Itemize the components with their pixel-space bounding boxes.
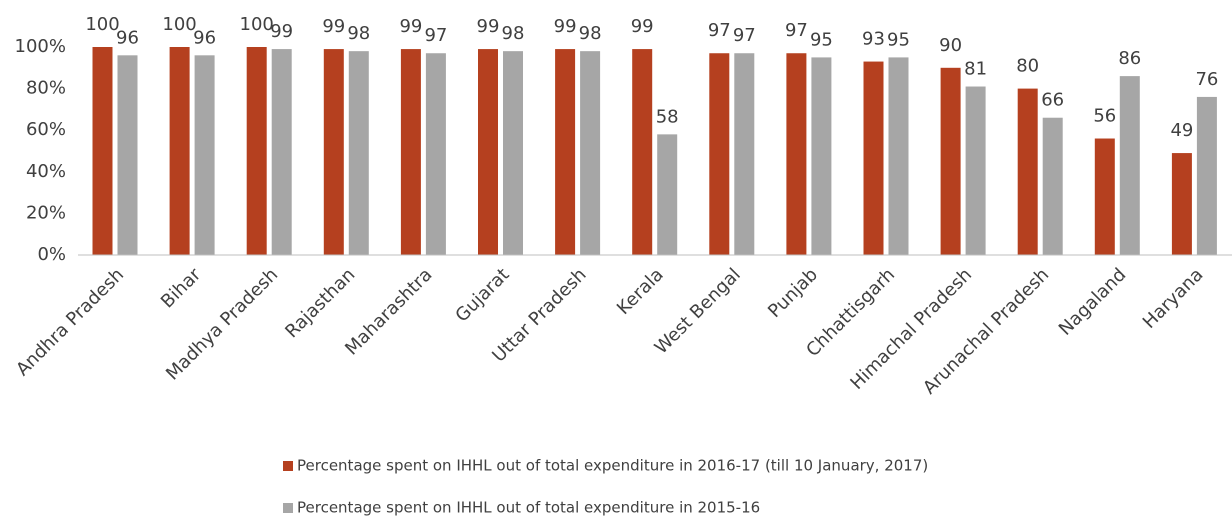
data-label: 97 (708, 20, 731, 41)
data-label: 97 (424, 25, 447, 46)
bar (888, 57, 909, 256)
data-label: 93 (862, 29, 885, 50)
data-label: 95 (810, 29, 833, 50)
data-label: 97 (785, 20, 808, 41)
legend-swatch (283, 503, 293, 513)
x-tick-label: Arunachal Pradesh (919, 264, 1053, 398)
bar (811, 57, 832, 256)
bar (478, 49, 498, 255)
data-label: 80 (1016, 56, 1039, 77)
bar (1017, 88, 1038, 255)
bar (1196, 96, 1217, 255)
data-label: 99 (270, 21, 293, 42)
data-label: 86 (1118, 48, 1141, 69)
bar (863, 61, 884, 256)
data-label: 99 (554, 16, 577, 37)
bar (323, 49, 344, 255)
bar (92, 47, 113, 255)
y-tick-label: 20% (26, 202, 66, 223)
legend-label: Percentage spent on IHHL out of total ex… (297, 499, 760, 517)
data-label: 97 (733, 25, 756, 46)
bar (709, 53, 730, 255)
bar (965, 86, 986, 256)
x-tick-label: Bihar (157, 264, 206, 313)
data-label: 58 (656, 106, 679, 127)
data-label: 99 (631, 16, 654, 37)
data-label: 81 (964, 59, 987, 80)
bar (632, 49, 653, 255)
bar (271, 49, 292, 255)
y-tick-label: 0% (37, 244, 66, 265)
bar (580, 51, 601, 255)
bar (400, 49, 421, 255)
data-label: 100 (85, 14, 119, 35)
data-label: 90 (939, 35, 962, 56)
x-tick-label: Nagaland (1055, 264, 1131, 340)
x-tick-label: Andhra Pradesh (12, 264, 128, 380)
data-label: 56 (1093, 106, 1116, 127)
data-label: 95 (887, 29, 910, 50)
data-label: 99 (322, 16, 345, 37)
bar (246, 47, 267, 255)
data-label: 98 (579, 23, 602, 44)
y-tick-label: 80% (26, 78, 66, 99)
data-label: 100 (240, 14, 274, 35)
bar (1119, 76, 1140, 256)
y-tick-label: 100% (15, 36, 66, 57)
bar (657, 134, 678, 255)
bar (786, 53, 807, 255)
bar (1094, 138, 1115, 255)
x-tick-label: Gujarat (451, 264, 513, 326)
data-label: 76 (1195, 69, 1218, 90)
bar (348, 51, 369, 255)
bar (940, 67, 961, 255)
bar (555, 49, 576, 255)
bar (503, 51, 523, 255)
bar (425, 53, 446, 255)
x-tick-label: Haryana (1139, 264, 1208, 333)
bar (1171, 153, 1192, 255)
legend-swatch (283, 461, 293, 471)
x-tick-label: Rajasthan (281, 264, 359, 342)
x-tick-label: Punjab (764, 264, 822, 322)
data-label: 98 (347, 23, 370, 44)
bar (169, 47, 190, 255)
data-label: 100 (162, 14, 196, 35)
data-label: 66 (1041, 90, 1064, 111)
legend-label: Percentage spent on IHHL out of total ex… (297, 457, 928, 475)
data-label: 96 (193, 27, 216, 48)
bar (194, 55, 215, 255)
data-label: 49 (1170, 120, 1193, 141)
data-label: 99 (399, 16, 422, 37)
y-tick-label: 40% (26, 161, 66, 182)
data-label: 98 (502, 23, 525, 44)
bar (117, 55, 138, 255)
y-tick-label: 60% (26, 119, 66, 140)
data-label: 96 (116, 27, 139, 48)
bar (1042, 117, 1063, 255)
bar (734, 53, 755, 255)
data-label: 99 (477, 16, 500, 37)
x-tick-label: Kerala (613, 264, 668, 319)
